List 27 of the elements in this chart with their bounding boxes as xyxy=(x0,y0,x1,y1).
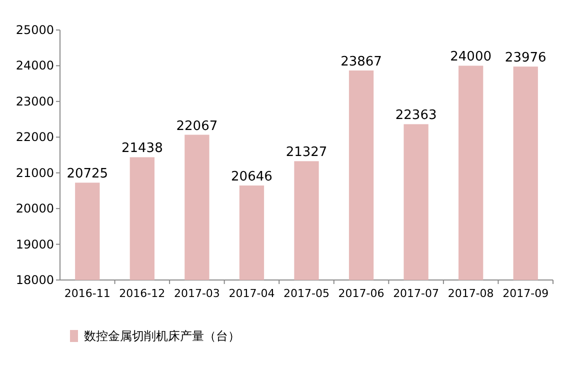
data-label: 21438 xyxy=(121,141,163,156)
data-label: 22067 xyxy=(176,118,218,134)
x-tick-label: 2016-12 xyxy=(119,287,166,300)
data-label: 24000 xyxy=(450,50,492,65)
x-tick-label: 2017-08 xyxy=(448,287,494,300)
x-tick-label: 2017-06 xyxy=(338,287,384,300)
y-tick-label: 24000 xyxy=(16,58,54,73)
x-tick-label: 2017-07 xyxy=(393,287,440,300)
y-tick-label: 22000 xyxy=(16,130,54,144)
data-label: 22363 xyxy=(395,108,437,124)
x-tick-label: 2016-11 xyxy=(64,287,110,300)
data-label: 20646 xyxy=(231,170,272,184)
x-tick-label: 2017-03 xyxy=(174,287,220,300)
x-tick-label: 2017-09 xyxy=(502,287,549,300)
legend-label: 数控金属切削机床产量（台） xyxy=(84,329,240,343)
y-tick-label: 23000 xyxy=(16,94,54,108)
x-tick-label: 2017-05 xyxy=(284,287,330,300)
y-tick-label: 19000 xyxy=(16,237,54,252)
y-tick-label: 25000 xyxy=(16,23,54,37)
y-tick-label: 20000 xyxy=(16,202,54,216)
data-label: 20725 xyxy=(66,166,108,182)
data-label: 21327 xyxy=(286,145,328,160)
y-tick-label: 18000 xyxy=(16,273,54,287)
x-tick-label: 2017-04 xyxy=(228,287,275,300)
data-label: 23867 xyxy=(340,54,382,70)
data-label: 23976 xyxy=(504,50,546,66)
y-tick-label: 21000 xyxy=(16,166,54,180)
